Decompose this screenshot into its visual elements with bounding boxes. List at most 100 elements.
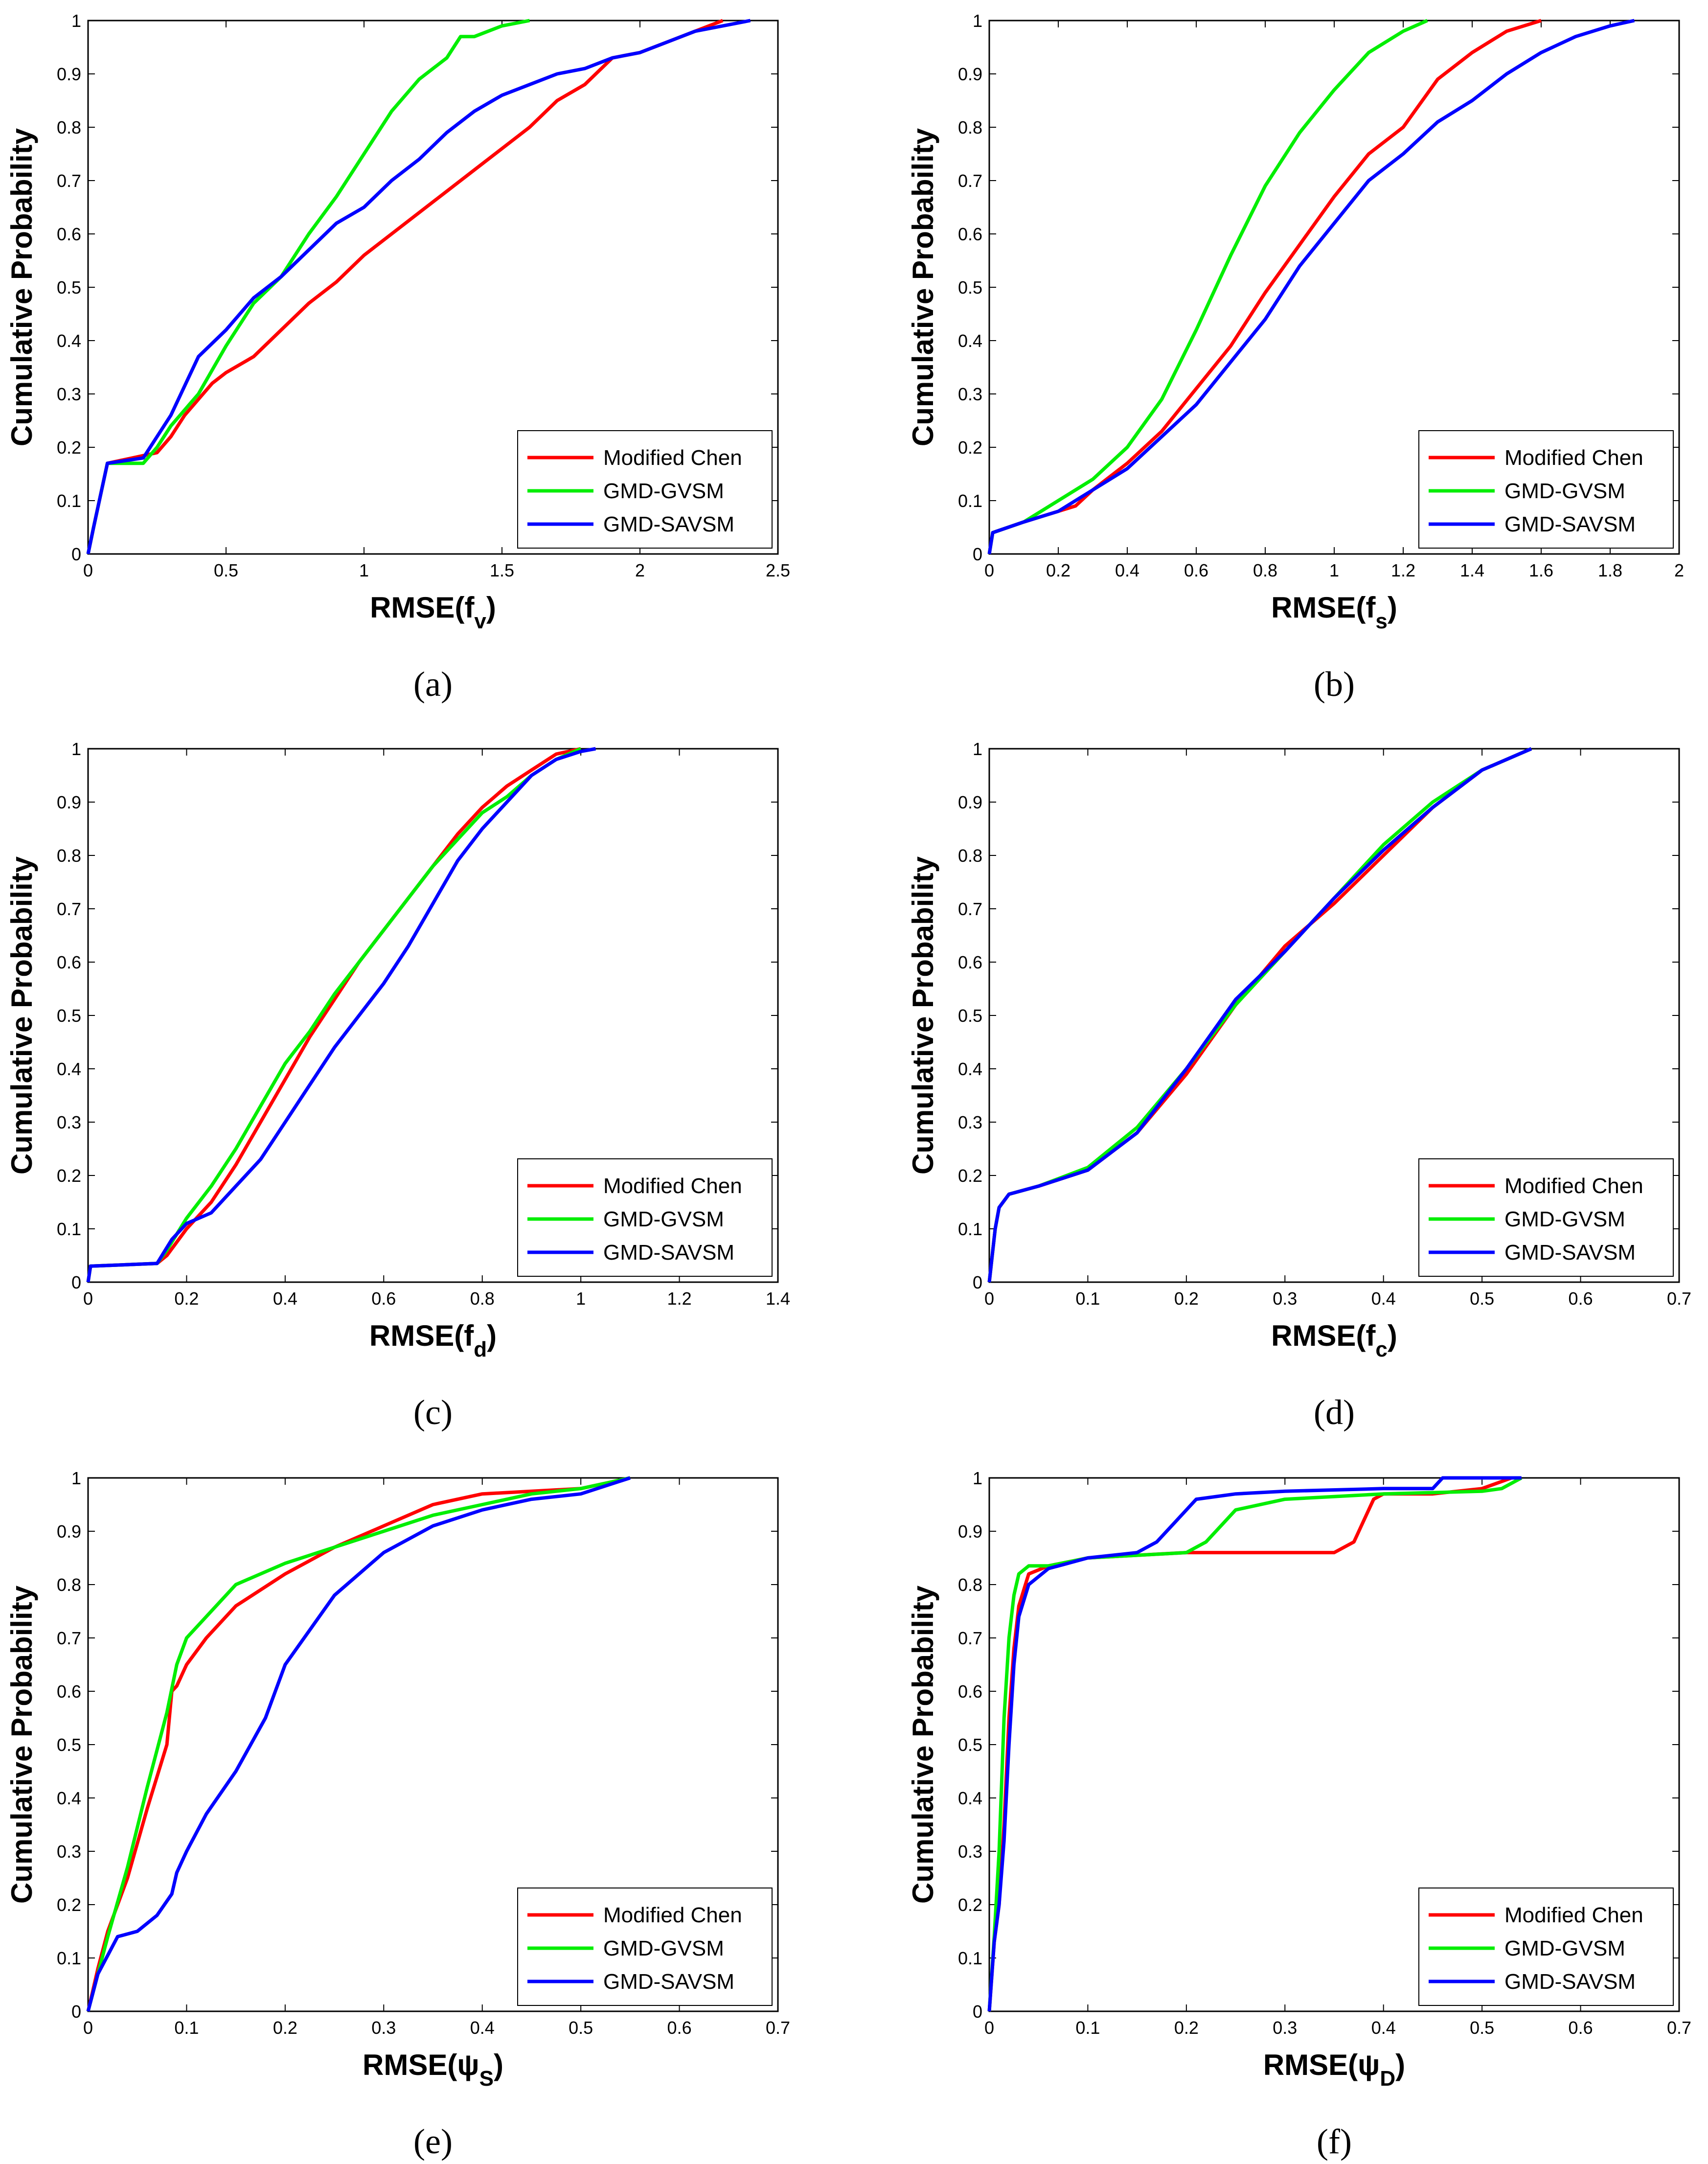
y-tick-label: 1 (71, 1468, 81, 1488)
y-tick-label: 0.9 (57, 1521, 81, 1542)
x-axis-label-close: ) (1395, 2049, 1405, 2081)
series-line-gmd-savsm (86, 747, 596, 1283)
y-tick-label: 0.6 (958, 224, 982, 244)
y-tick-label: 0.8 (958, 117, 982, 138)
y-tick-label: 0.9 (958, 792, 982, 812)
legend-b: Modified Chen GMD-GVSM GMD-SAVSM (1418, 430, 1674, 549)
y-tick-label: 0.3 (958, 384, 982, 404)
chart-d: 0 0.1 0.2 0.3 0.4 0.5 0.6 0.7 0 0.1 0.2 0.3 0.4 0.5 0.… (907, 739, 1691, 1432)
chart-e: 0 0.1 0.2 0.3 0.4 0.5 0.6 0.7 0 0.1 0.2 0.3 0.4 0.5 0.… (5, 1468, 790, 2161)
y-tick-label: 0.6 (57, 1681, 81, 1702)
y-axis-label: Cumulative Probability (907, 856, 939, 1174)
x-tick-label: 0.1 (1075, 1289, 1100, 1309)
legend-f: Modified Chen GMD-GVSM GMD-SAVSM (1418, 1888, 1674, 2006)
legend-a: Modified Chen GMD-GVSM GMD-SAVSM (517, 430, 773, 549)
y-tick-label: 1 (973, 739, 982, 759)
x-tick-label: 0.4 (470, 2018, 495, 2038)
x-tick-label: 2 (1674, 560, 1684, 580)
y-tick-label: 0.7 (958, 1628, 982, 1648)
y-tick-label: 0.3 (958, 1842, 982, 1862)
y-axis-label: Cumulative Probability (5, 856, 38, 1174)
legend-entry: Modified Chen (603, 1174, 742, 1198)
y-tick-label: 0.1 (57, 491, 81, 511)
legend-e: Modified Chen GMD-GVSM GMD-SAVSM (517, 1888, 773, 2006)
x-tick-label: 0.1 (174, 2018, 199, 2038)
y-tick-label: 0.9 (57, 792, 81, 812)
x-tick-label: 0.3 (1273, 1289, 1297, 1309)
series-line-gmd-gvsm (86, 1476, 631, 2012)
y-tick-label: 0 (71, 2002, 81, 2022)
series-line-gmd-savsm (987, 19, 1635, 554)
x-tick-label: 0.3 (371, 2018, 396, 2038)
x-tick-label: 1.4 (1460, 560, 1484, 580)
y-tick-label: 0.1 (57, 1219, 81, 1239)
panel-caption: (c) (413, 1393, 453, 1432)
y-tick-label: 0.1 (958, 1219, 982, 1239)
y-tick-label: 1 (973, 11, 982, 31)
y-tick-label: 0 (71, 1272, 81, 1292)
y-tick-label: 0.7 (57, 899, 81, 919)
y-tick-label: 0.4 (958, 331, 982, 351)
x-tick-label: 0.6 (371, 1289, 396, 1309)
series-line-gmd-savsm (987, 1476, 1522, 2012)
y-tick-label: 0.4 (958, 1059, 982, 1079)
x-axis-label-close: ) (1388, 1319, 1397, 1352)
x-axis-label: RMSE(fd) (369, 1319, 497, 1361)
x-axis-label-main: RMSE( (370, 591, 464, 624)
x-tick-label: 0 (83, 560, 93, 580)
y-tick-label: 0.7 (57, 171, 81, 191)
y-tick-label: 0.3 (57, 384, 81, 404)
x-axis-label-close: ) (487, 1319, 497, 1352)
y-tick-label: 0.7 (958, 899, 982, 919)
x-tick-label: 0 (83, 1289, 93, 1309)
series-line-gmd-gvsm (987, 19, 1428, 554)
x-tick-label: 0.5 (214, 560, 238, 580)
x-axis-label-symbol: f (1366, 591, 1376, 624)
y-tick-label: 0.5 (57, 1735, 81, 1755)
legend-entry: GMD-GVSM (1504, 1936, 1625, 1960)
x-tick-label: 0.2 (174, 1289, 199, 1309)
y-tick-label: 0.6 (958, 952, 982, 972)
y-tick-label: 0.8 (958, 1575, 982, 1595)
panel-caption: (b) (1314, 665, 1355, 704)
y-tick-label: 0.5 (57, 1006, 81, 1026)
legend-c: Modified Chen GMD-GVSM GMD-SAVSM (517, 1158, 773, 1277)
x-axis-label: RMSE(fs) (1271, 591, 1397, 633)
y-tick-label: 1 (71, 739, 81, 759)
x-tick-label: 1 (576, 1289, 586, 1309)
y-tick-label: 0.4 (958, 1788, 982, 1808)
x-tick-label: 0 (984, 2018, 994, 2038)
y-tick-label: 0 (973, 1272, 982, 1292)
series-line-modified-chen (86, 19, 724, 554)
chart-c: 0 0.2 0.4 0.6 0.8 1 1.2 1.4 0 0.1 0.2 0.3 0.4 0.5 0.6 0… (5, 739, 790, 1432)
y-tick-label: 0.6 (57, 952, 81, 972)
y-tick-label: 0.8 (57, 846, 81, 866)
x-axis-label-main: RMSE( (1271, 591, 1366, 624)
y-tick-label: 0.5 (958, 1735, 982, 1755)
x-tick-label: 1.8 (1598, 560, 1622, 580)
y-tick-label: 0.1 (958, 491, 982, 511)
x-axis-label-main: RMSE( (1263, 2049, 1358, 2081)
x-axis-label-subscript: d (474, 1337, 487, 1361)
x-tick-label: 0.5 (569, 2018, 593, 2038)
legend-entry: Modified Chen (1504, 1903, 1643, 1927)
panel-caption: (e) (413, 2122, 453, 2161)
y-axis-label: Cumulative Probability (5, 1585, 38, 1904)
chart-a: 0 0.5 1 1.5 2 2.5 0 0.1 0.2 0.3 0.4 0.5 0.6 0.7 0.8 0.9… (5, 11, 790, 704)
x-tick-label: 0.6 (1569, 2018, 1593, 2038)
y-tick-label: 0.4 (57, 1059, 81, 1079)
x-tick-label: 0.5 (1470, 2018, 1494, 2038)
y-tick-label: 0.2 (57, 437, 81, 458)
x-tick-label: 0 (83, 2018, 93, 2038)
y-tick-label: 0.4 (57, 1788, 81, 1808)
x-axis-label-symbol: f (464, 1319, 474, 1352)
panel-caption: (d) (1314, 1393, 1355, 1432)
x-axis-label-subscript: v (474, 609, 486, 633)
x-axis-label: RMSE(ψD) (1263, 2049, 1405, 2091)
legend-entry: GMD-SAVSM (603, 512, 734, 536)
x-tick-label: 0.2 (1174, 1289, 1199, 1309)
legend-d: Modified Chen GMD-GVSM GMD-SAVSM (1418, 1158, 1674, 1277)
x-tick-label: 0.6 (1184, 560, 1208, 580)
x-tick-label: 0.6 (1569, 1289, 1593, 1309)
